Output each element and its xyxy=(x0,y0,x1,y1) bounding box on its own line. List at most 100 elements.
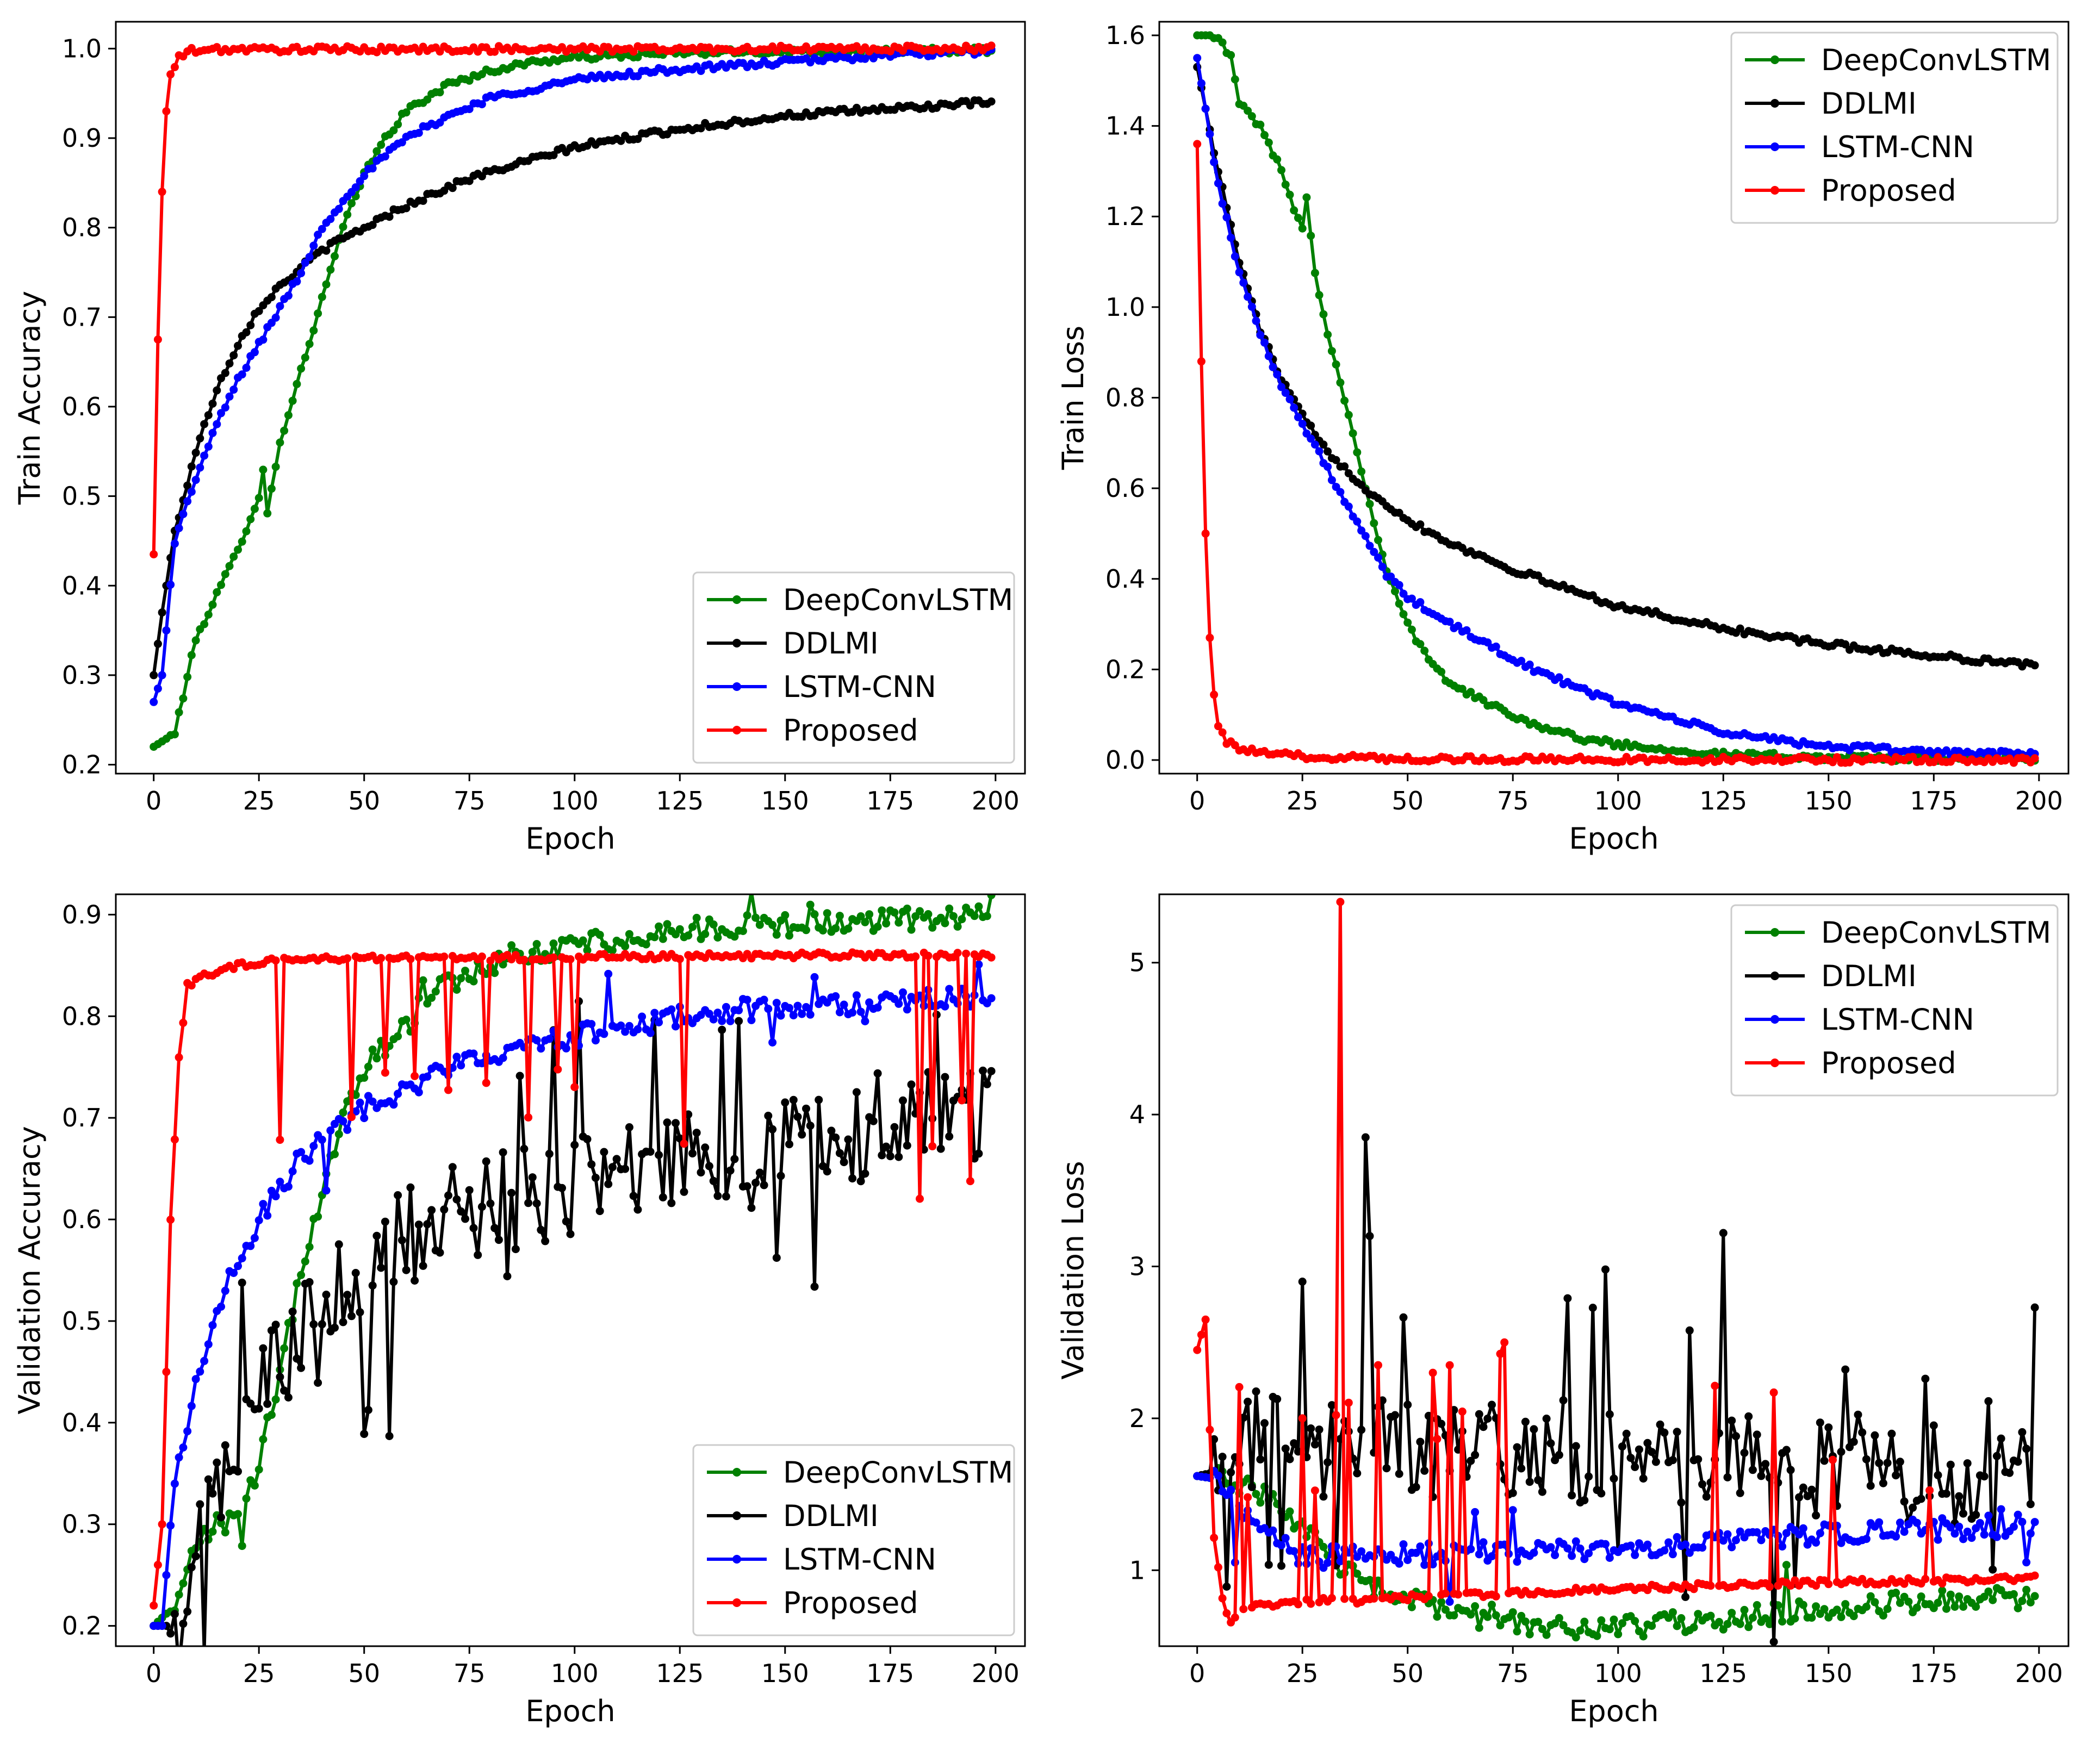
data-point xyxy=(331,252,339,260)
data-point xyxy=(175,1590,183,1599)
data-point xyxy=(221,1286,229,1295)
data-point xyxy=(1963,1527,1972,1536)
data-point xyxy=(1744,1412,1753,1421)
data-point xyxy=(1420,646,1429,655)
data-point xyxy=(1660,1546,1669,1555)
data-point xyxy=(284,411,293,420)
data-point xyxy=(1445,1597,1454,1606)
data-point xyxy=(271,1192,280,1200)
data-point xyxy=(394,1191,402,1199)
data-point xyxy=(692,913,701,922)
data-point xyxy=(1656,1420,1664,1429)
data-point xyxy=(1227,1468,1235,1477)
series-lstm-cnn xyxy=(150,45,996,706)
data-point xyxy=(1218,728,1227,737)
data-point xyxy=(356,1098,364,1107)
data-point xyxy=(1244,1493,1252,1502)
data-point xyxy=(1614,1630,1623,1639)
x-tick-label: 125 xyxy=(1699,786,1747,815)
data-point xyxy=(1571,1633,1580,1642)
data-point xyxy=(987,1067,996,1075)
x-axis-label: Epoch xyxy=(525,821,615,856)
data-point xyxy=(419,976,427,985)
data-point xyxy=(1483,1612,1492,1621)
data-point xyxy=(1210,690,1219,699)
data-point xyxy=(318,1320,326,1329)
data-point xyxy=(1858,1428,1867,1437)
data-point xyxy=(1256,1498,1265,1507)
data-point xyxy=(385,1432,394,1440)
data-point xyxy=(1803,1492,1812,1500)
data-point xyxy=(701,930,710,938)
data-point xyxy=(1307,1599,1315,1608)
data-point xyxy=(1281,180,1290,189)
data-point xyxy=(1530,1548,1538,1557)
data-point xyxy=(377,954,386,962)
data-point xyxy=(903,1141,911,1150)
data-point xyxy=(334,1240,343,1249)
data-point xyxy=(667,1005,676,1014)
panel-validation-loss: 0 25 50 75 100 125 150 175 200 1 2 3 4 5 Epoch Validati… xyxy=(1056,893,2070,1728)
data-point xyxy=(334,204,343,213)
data-point xyxy=(200,451,209,460)
data-point xyxy=(1689,1585,1698,1593)
data-point xyxy=(528,1173,537,1182)
legend-label-ddlmi: DDLMI xyxy=(783,626,879,661)
data-point xyxy=(385,213,394,221)
data-point xyxy=(705,1010,713,1018)
data-point xyxy=(1740,1448,1749,1457)
data-point xyxy=(339,1117,347,1125)
data-point xyxy=(1231,1613,1239,1622)
data-point xyxy=(633,135,642,144)
data-point xyxy=(208,1489,217,1498)
data-point xyxy=(162,1367,171,1376)
y-tick-label: 0.4 xyxy=(62,1408,102,1437)
data-point xyxy=(1875,1518,1884,1527)
data-point xyxy=(284,1393,293,1402)
data-point xyxy=(979,1066,987,1075)
legend: DeepConvLSTM DDLMI LSTM-CNN Proposed xyxy=(692,1444,1015,1636)
data-point xyxy=(1471,1450,1480,1459)
data-point xyxy=(1732,1536,1740,1545)
data-point xyxy=(1222,1609,1231,1617)
data-point xyxy=(1601,1540,1610,1548)
data-point xyxy=(263,1211,272,1220)
y-tick-label: 0.6 xyxy=(62,392,102,421)
data-point xyxy=(1403,1596,1412,1604)
data-point xyxy=(297,364,306,373)
data-point xyxy=(187,981,196,990)
data-point xyxy=(309,241,318,250)
data-point xyxy=(457,1207,465,1216)
data-point xyxy=(452,986,461,994)
data-point xyxy=(987,97,996,106)
data-point xyxy=(2030,1592,2039,1601)
data-point xyxy=(1698,1480,1707,1489)
data-point xyxy=(1934,1535,1942,1544)
data-point xyxy=(903,904,911,913)
data-point xyxy=(1795,1530,1804,1539)
x-tick-label: 0 xyxy=(1189,1659,1205,1688)
data-point xyxy=(389,1278,398,1286)
series-ddlmi xyxy=(150,96,996,680)
data-point xyxy=(924,910,933,918)
data-point xyxy=(1959,1535,1967,1543)
data-point xyxy=(1525,1478,1534,1486)
data-point xyxy=(170,539,179,548)
data-point xyxy=(2018,1597,2027,1605)
data-point xyxy=(1353,448,1362,457)
data-point xyxy=(1959,1603,1967,1611)
data-point xyxy=(1500,1338,1509,1347)
data-point xyxy=(848,1174,857,1183)
data-point xyxy=(1239,1605,1248,1614)
data-point xyxy=(238,1278,246,1287)
data-point xyxy=(1816,1529,1824,1537)
data-point xyxy=(360,172,369,180)
data-point xyxy=(595,1207,604,1216)
data-point xyxy=(600,1148,608,1156)
data-point xyxy=(545,1149,554,1158)
data-point xyxy=(351,1107,360,1116)
data-point xyxy=(1938,1586,1947,1595)
data-point xyxy=(1437,668,1446,676)
data-point xyxy=(267,1411,276,1419)
data-point xyxy=(477,1203,486,1211)
